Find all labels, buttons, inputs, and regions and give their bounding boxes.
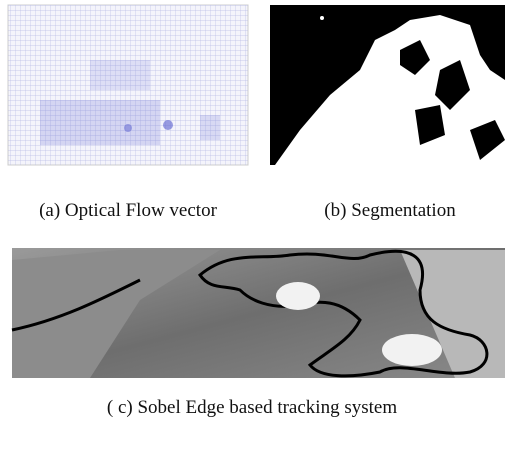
figure-images <box>0 0 515 450</box>
caption: (b) Segmentation <box>324 200 455 222</box>
caption: (a) Optical Flow vector <box>39 200 217 222</box>
tracking-image <box>12 248 505 378</box>
page: (a) Optical Flow vector (b) Segmentation… <box>0 0 515 450</box>
caption: ( c) Sobel Edge based tracking system <box>107 397 397 419</box>
optical-flow-image <box>8 5 248 165</box>
segmentation-image <box>270 5 505 165</box>
